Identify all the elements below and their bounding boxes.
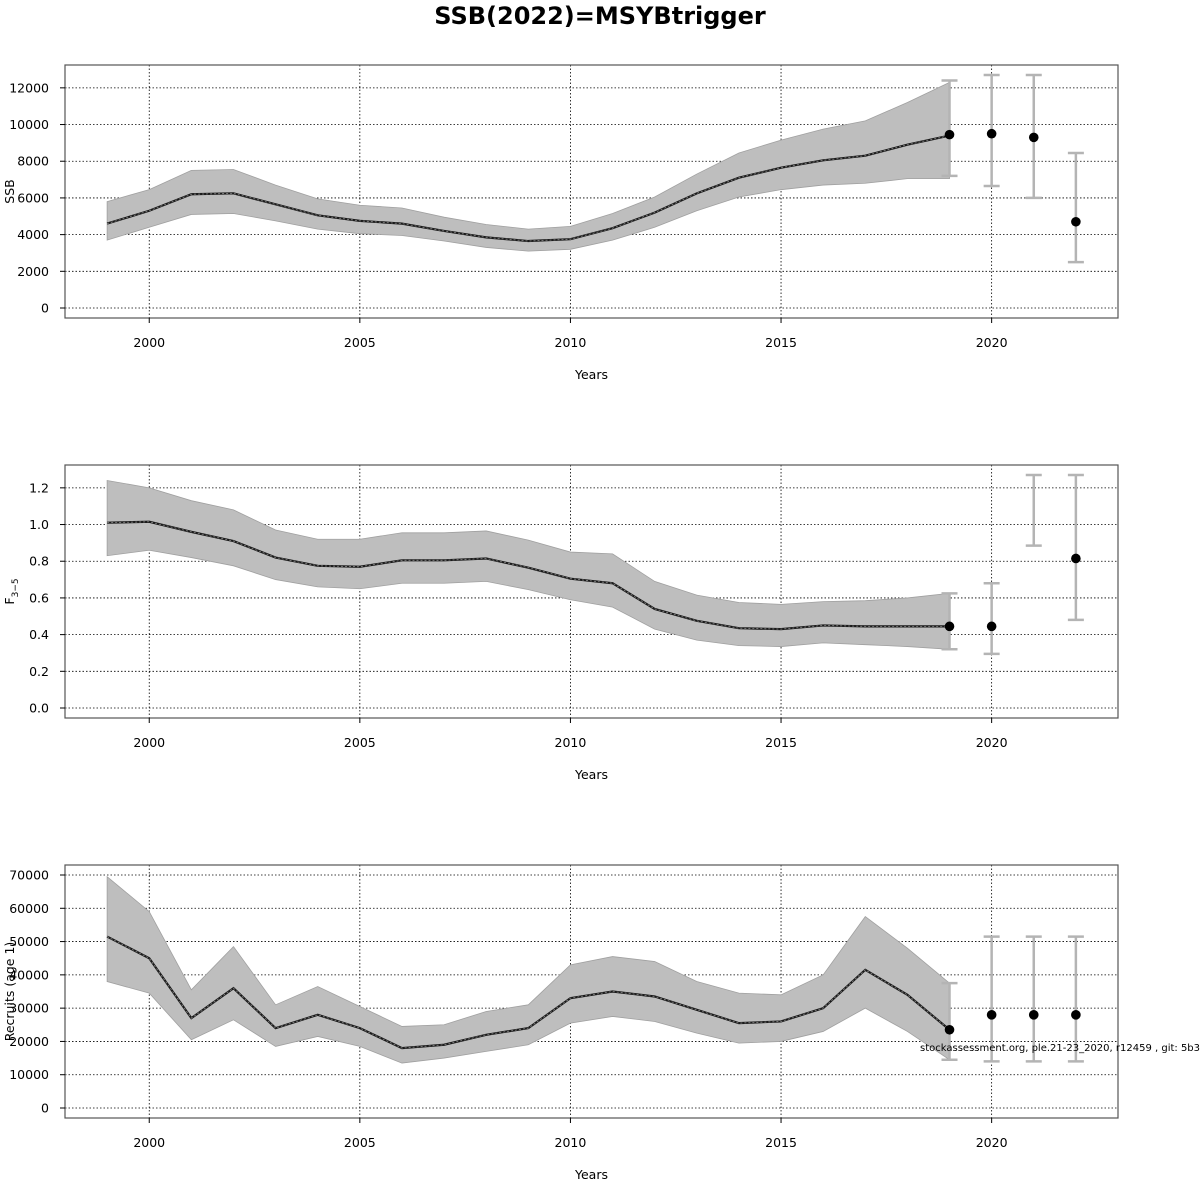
x-tick-label: 2020 xyxy=(976,735,1008,750)
forecast-point xyxy=(1071,553,1081,564)
x-tick-label: 2000 xyxy=(133,735,165,750)
x-tick-label: 2000 xyxy=(133,335,165,350)
confidence-band xyxy=(106,480,950,650)
forecast-point xyxy=(1028,1010,1039,1020)
x-tick-label: 2010 xyxy=(555,735,587,750)
estimate-line-dash xyxy=(106,936,950,1049)
plot-frame xyxy=(64,864,1119,1119)
y-axis-title: F3−5 xyxy=(2,578,21,604)
x-axis-title: Years xyxy=(574,367,608,382)
y-axis-title: Recruits (age 1) xyxy=(2,942,17,1042)
y-tick-label: 0.0 xyxy=(29,701,49,716)
x-tick-label: 2015 xyxy=(765,335,797,350)
y-tick-label: 50000 xyxy=(9,934,49,949)
page-title: SSB(2022)=MSYBtrigger xyxy=(434,2,766,30)
y-tick-label: 60000 xyxy=(9,901,49,916)
forecast-point xyxy=(1071,216,1081,227)
forecast-point xyxy=(944,129,955,140)
x-tick-label: 2010 xyxy=(555,335,587,350)
y-tick-label: 6000 xyxy=(17,190,49,205)
y-tick-label: 0.4 xyxy=(29,627,49,642)
y-tick-label: 0.8 xyxy=(29,554,49,569)
panel-1: 2000 2005 2010 2015 2020 0 2000 4000 6000 8000 100… xyxy=(2,64,1119,382)
x-tick-label: 2020 xyxy=(976,335,1008,350)
x-tick-label: 2005 xyxy=(344,735,376,750)
y-tick-label: 0.2 xyxy=(29,664,49,679)
y-tick-label: 4000 xyxy=(17,227,49,242)
footnote-stamp: stockassessment.org, ple.21-23_2020, r12… xyxy=(920,1043,1200,1054)
y-tick-label: 1.0 xyxy=(29,517,49,532)
panel-3: 2000 2005 2010 2015 2020 0 10000 20000 30000 4000… xyxy=(2,864,1119,1182)
x-tick-label: 2020 xyxy=(976,1135,1008,1150)
y-tick-label: 12000 xyxy=(9,80,49,95)
x-tick-label: 2015 xyxy=(765,735,797,750)
y-tick-label: 10000 xyxy=(9,117,49,132)
y-tick-label: 8000 xyxy=(17,154,49,169)
y-tick-label: 40000 xyxy=(9,967,49,982)
x-tick-label: 2010 xyxy=(555,1135,587,1150)
y-tick-label: 30000 xyxy=(9,1001,49,1016)
y-tick-label: 2000 xyxy=(17,264,49,279)
y-tick-label: 20000 xyxy=(9,1034,49,1049)
y-axis-title-subscript: 3−5 xyxy=(11,578,21,597)
x-axis-title: Years xyxy=(574,767,608,782)
forecast-point xyxy=(986,1010,997,1020)
y-tick-label: 70000 xyxy=(9,868,49,883)
confidence-band xyxy=(106,81,950,252)
y-tick-label: 0 xyxy=(41,301,49,316)
forecast-point xyxy=(986,128,997,139)
estimate-line-dash xyxy=(107,135,950,242)
forecast-point xyxy=(944,621,955,632)
y-tick-label: 10000 xyxy=(9,1067,49,1082)
y-tick-label: 1.2 xyxy=(29,480,49,495)
x-tick-label: 2015 xyxy=(765,1135,797,1150)
x-tick-label: 2000 xyxy=(133,1135,165,1150)
x-tick-label: 2005 xyxy=(344,1135,376,1150)
forecast-point xyxy=(1028,132,1039,143)
forecast-point xyxy=(944,1024,955,1035)
forecast-point xyxy=(1071,1010,1081,1020)
x-tick-label: 2005 xyxy=(344,335,376,350)
plot-frame xyxy=(64,464,1119,719)
panel-2: 2000 2005 2010 2015 2020 0.0 0.2 0.4 0.6 0.8 1.0 1.… xyxy=(2,464,1119,782)
y-tick-label: 0 xyxy=(41,1101,49,1116)
x-axis-title: Years xyxy=(574,1167,608,1182)
plot-frame xyxy=(64,64,1119,319)
y-tick-label: 0.6 xyxy=(29,590,49,605)
confidence-band xyxy=(106,875,950,1064)
forecast-point xyxy=(986,621,997,632)
estimate-line-dash xyxy=(107,521,950,630)
y-axis-title: SSB xyxy=(2,179,17,203)
